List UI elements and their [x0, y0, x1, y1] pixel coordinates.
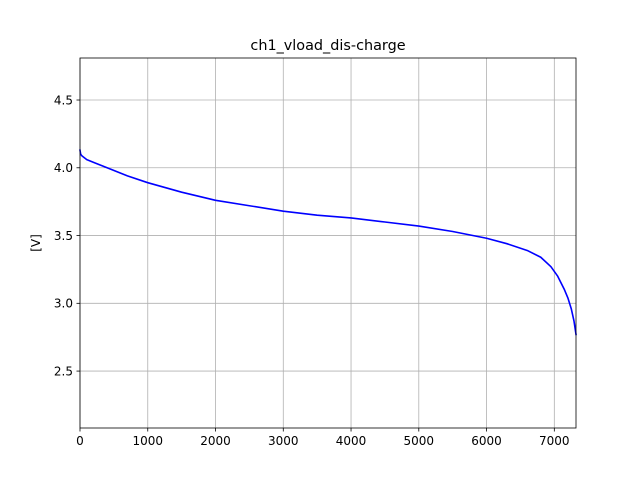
- x-tick-label: 6000: [471, 434, 502, 448]
- chart-title: ch1_vload_dis-charge: [250, 38, 405, 54]
- x-tick-label: 7000: [539, 434, 570, 448]
- x-tick-label: 4000: [336, 434, 367, 448]
- y-tick-label: 4.0: [54, 161, 73, 175]
- y-axis: 2.5 3.0 3.5 4.0 4.5: [54, 93, 80, 378]
- x-axis: 0 1000 2000 3000 4000 5000 6000 7000: [76, 428, 570, 448]
- plot-area-frame: [79, 57, 577, 429]
- grid-lines: [79, 58, 576, 428]
- x-tick-label: 1000: [132, 434, 163, 448]
- y-tick-label: 3.5: [54, 229, 73, 243]
- y-tick-label: 4.5: [54, 93, 73, 107]
- x-tick-label: 2000: [200, 434, 231, 448]
- x-tick-label: 0: [76, 434, 84, 448]
- series-layer: [79, 149, 577, 336]
- x-tick-label: 5000: [404, 434, 435, 448]
- y-tick-label: 2.5: [54, 364, 73, 378]
- y-axis-label: [V]: [29, 234, 43, 252]
- series-line: [79, 149, 577, 336]
- y-tick-label: 3.0: [54, 297, 73, 311]
- x-tick-label: 3000: [268, 434, 299, 448]
